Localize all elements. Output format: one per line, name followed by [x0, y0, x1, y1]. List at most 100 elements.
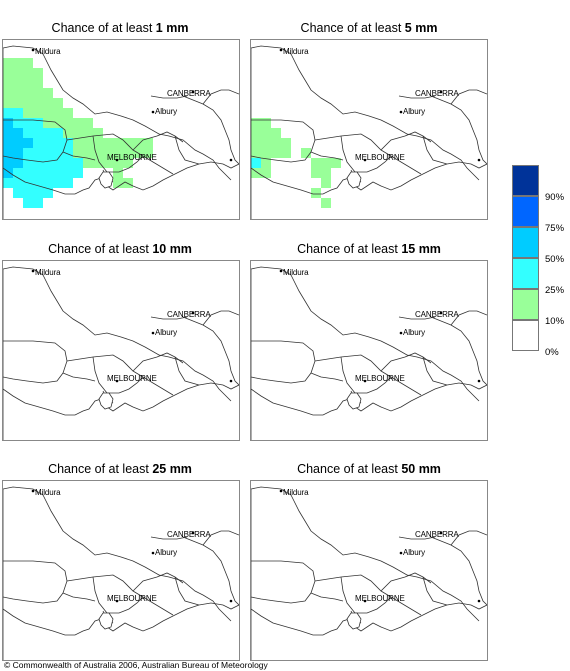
city-dot: [439, 311, 443, 315]
probability-cell-10-25: [83, 138, 93, 148]
panel-title-value: 5 mm: [404, 21, 438, 35]
probability-cell-10-25: [3, 78, 13, 88]
port-phillip-bay: [98, 392, 114, 410]
probability-cell-50-75: [3, 168, 13, 178]
legend-swatch-10: [512, 289, 539, 320]
city-dot: [399, 551, 403, 555]
boundary-line: [380, 352, 432, 372]
probability-cell-25-50: [43, 128, 53, 138]
map-svg: [251, 486, 487, 660]
port-phillip-bay: [346, 171, 362, 189]
probability-cell-10-25: [133, 138, 143, 148]
place-label-canberra: CANBERRA: [415, 530, 459, 539]
boundary-line: [182, 536, 239, 606]
probability-cell-50-75: [3, 118, 13, 128]
probability-cell-10-25: [13, 98, 23, 108]
boundary-line: [202, 530, 239, 546]
probability-cell-25-50: [13, 168, 23, 178]
boundary-line: [422, 135, 448, 165]
boundary-line: [92, 356, 144, 394]
map-panel-10mm: Mildura CANBERRA Albury MELBOURNE: [2, 260, 240, 441]
probability-cell-10-25: [261, 128, 271, 138]
probability-cell-50-75: [3, 128, 13, 138]
probability-cell-10-25: [113, 168, 123, 178]
probability-cell-25-50: [33, 168, 43, 178]
city-dot: [229, 158, 233, 162]
boundary-line: [314, 354, 392, 378]
place-label-albury: Albury: [155, 548, 178, 557]
probability-cell-10-25: [143, 148, 153, 158]
panel-title-10mm: Chance of at least 10 mm: [0, 242, 240, 256]
city-dot: [363, 158, 367, 162]
city-dot: [151, 331, 155, 335]
probability-cell-25-50: [63, 148, 73, 158]
city-dot: [363, 599, 367, 603]
boundary-line: [92, 135, 144, 173]
boundary-line: [398, 95, 436, 99]
place-label-canberra: CANBERRA: [415, 310, 459, 319]
boundary-line: [251, 161, 487, 195]
place-label-albury: Albury: [403, 328, 426, 337]
probability-cell-25-50: [33, 138, 43, 148]
place-label-canberra: CANBERRA: [167, 310, 211, 319]
probability-cell-25-50: [13, 118, 23, 128]
probability-cell-10-25: [321, 198, 331, 208]
probability-cell-10-25: [251, 148, 261, 158]
boundary-line: [62, 372, 96, 382]
probability-cell-10-25: [53, 98, 63, 108]
probability-cell-10-25: [43, 98, 53, 108]
boundary-line: [390, 376, 422, 396]
probability-cell-10-25: [63, 108, 73, 118]
city-dot: [31, 269, 35, 273]
probability-cell-10-25: [53, 108, 63, 118]
probability-cell-10-25: [33, 88, 43, 98]
city-dot: [31, 48, 35, 52]
boundary-line: [390, 155, 422, 175]
map-svg: [3, 486, 239, 660]
probability-cell-10-25: [13, 58, 23, 68]
panel-title-50mm: Chance of at least 50 mm: [249, 462, 489, 476]
boundary-line: [142, 155, 174, 175]
city-dot: [439, 90, 443, 94]
boundary-line: [66, 133, 144, 157]
port-phillip-bay: [346, 612, 362, 630]
probability-cell-25-50: [33, 188, 43, 198]
legend-swatch-25: [512, 258, 539, 289]
probability-cell-10-25: [13, 78, 23, 88]
boundary-line: [202, 310, 239, 326]
probability-cell-25-50: [33, 128, 43, 138]
probability-cell-25-50: [43, 148, 53, 158]
boundary-line: [251, 266, 480, 402]
boundary-line: [251, 486, 480, 622]
probability-cell-10-25: [3, 98, 13, 108]
probability-cell-25-50: [23, 148, 33, 158]
probability-cell-25-50: [23, 128, 33, 138]
probability-cell-10-25: [83, 118, 93, 128]
probability-cell-10-25: [73, 148, 83, 158]
boundary-line: [3, 382, 239, 416]
probability-cell-50-75: [3, 148, 13, 158]
port-phillip-bay: [346, 392, 362, 410]
city-dot: [399, 110, 403, 114]
boundary-line: [92, 576, 144, 614]
boundary-line: [340, 356, 392, 394]
boundary-line: [174, 356, 200, 386]
probability-cell-10-25: [321, 178, 331, 188]
copyright-notice: © Commonwealth of Australia 2006, Austra…: [4, 660, 268, 670]
legend-swatch-90: [512, 165, 539, 196]
probability-cell-10-25: [261, 168, 271, 178]
panel-title-prefix: Chance of at least: [48, 242, 153, 256]
probability-cell-10-25: [311, 158, 321, 168]
probability-cell-10-25: [103, 138, 113, 148]
city-dot: [31, 489, 35, 493]
boundary-line: [132, 352, 184, 372]
probability-cell-10-25: [13, 68, 23, 78]
probability-cell-10-25: [261, 158, 271, 168]
probability-cell-10-25: [271, 128, 281, 138]
probability-cell-50-75: [3, 138, 13, 148]
boundary-line: [3, 602, 239, 636]
probability-cell-50-75: [13, 138, 23, 148]
boundary-line: [430, 536, 487, 606]
probability-cell-10-25: [301, 148, 311, 158]
city-dot: [439, 531, 443, 535]
